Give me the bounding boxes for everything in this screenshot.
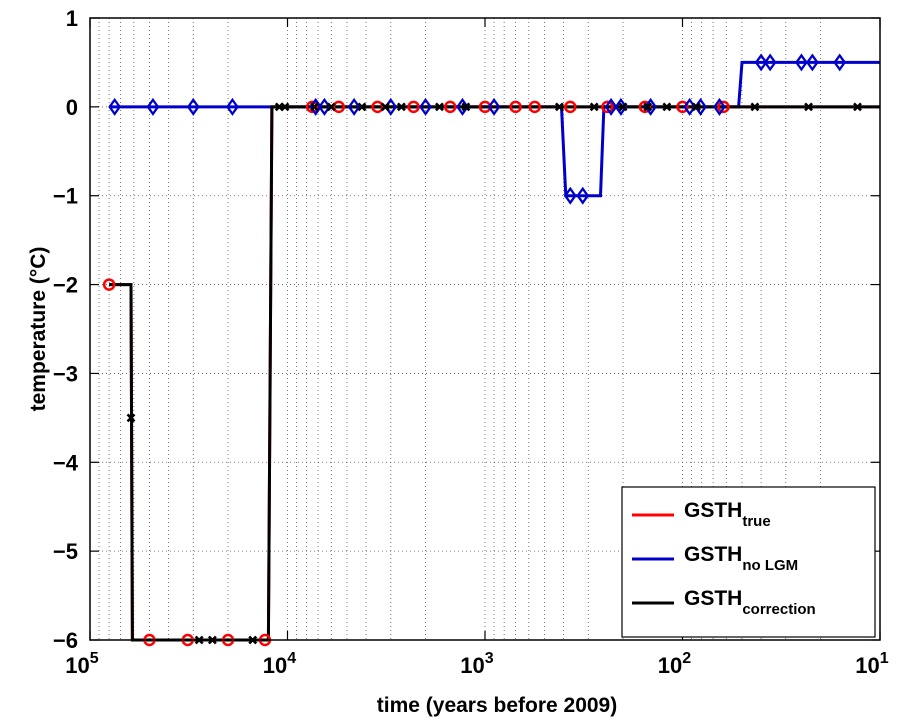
y-tick-label: −1 <box>53 184 78 209</box>
data-point-correction <box>804 102 813 112</box>
data-point-true <box>564 100 577 114</box>
data-point-true <box>528 100 541 114</box>
data-point-correction <box>461 102 471 112</box>
data-point-no-lgm <box>108 97 122 116</box>
data-point-correction <box>380 102 390 112</box>
data-point-correction <box>357 102 367 112</box>
data-point-true <box>332 100 346 114</box>
data-point-true <box>102 278 116 291</box>
data-point-correction <box>750 102 760 112</box>
data-point-no-lgm <box>604 97 618 116</box>
data-point-no-lgm <box>644 97 658 116</box>
y-tick-label: −4 <box>53 450 79 475</box>
data-point-correction <box>435 102 444 112</box>
data-point-correction <box>692 102 701 112</box>
legend-label-correction: GSTHcorrection <box>684 587 816 618</box>
x-tick-label: 102 <box>658 650 691 678</box>
data-point-correction <box>396 102 406 112</box>
data-point-true <box>676 100 689 114</box>
data-point-true <box>601 100 614 114</box>
y-axis-label: temperature (°C) <box>27 247 50 412</box>
data-point-correction <box>853 102 862 112</box>
data-point-no-lgm <box>576 186 590 205</box>
data-point-true <box>638 100 652 114</box>
data-point-no-lgm <box>186 97 200 116</box>
y-tick-label: −2 <box>53 273 78 298</box>
data-point-true <box>443 100 457 114</box>
data-point-no-lgm <box>487 97 501 116</box>
data-point-correction <box>326 102 336 112</box>
legend-label-no-lgm: GSTHno LGM <box>684 543 798 574</box>
data-point-true <box>305 100 319 114</box>
data-point-correction <box>589 102 599 112</box>
data-point-correction <box>618 102 628 112</box>
x-axis-label: time (years before 2009) <box>377 694 617 717</box>
data-point-no-lgm <box>146 97 160 116</box>
data-point-no-lgm <box>763 53 777 72</box>
y-tick-label: −3 <box>53 361 78 386</box>
x-tick-label: 105 <box>65 650 98 678</box>
legend-box <box>621 486 876 638</box>
data-point-no-lgm <box>563 186 577 205</box>
data-point-correction <box>662 102 672 112</box>
y-tick-label: −5 <box>53 539 78 564</box>
data-point-true <box>717 100 730 114</box>
data-point-true <box>407 100 420 114</box>
series-line-no-lgm <box>109 60 880 198</box>
y-tick-label: 0 <box>66 95 78 120</box>
data-point-correction <box>126 413 136 423</box>
y-tick-label: 1 <box>66 6 78 31</box>
x-tick-label: 103 <box>460 650 493 678</box>
data-point-no-lgm <box>754 53 768 72</box>
data-point-no-lgm <box>794 53 808 72</box>
data-point-no-lgm <box>347 97 361 116</box>
data-point-true <box>509 100 522 114</box>
x-tick-label: 104 <box>263 650 296 678</box>
data-point-correction <box>280 102 290 112</box>
data-point-no-lgm <box>805 53 819 72</box>
data-point-true <box>371 100 384 114</box>
y-tick-label: −6 <box>53 628 78 653</box>
data-point-correction <box>310 102 319 112</box>
x-tick-label: 101 <box>855 650 888 678</box>
data-point-no-lgm <box>226 97 239 116</box>
legend: GSTHtrue GSTHno LGM GSTHcorrection <box>621 486 876 638</box>
data-point-no-lgm <box>456 97 469 116</box>
data-point-no-lgm <box>833 53 847 72</box>
data-point-correction <box>643 102 653 112</box>
data-point-no-lgm <box>713 97 726 116</box>
data-point-correction <box>554 102 564 112</box>
data-point-no-lgm <box>419 97 432 116</box>
legend-label-true: GSTHtrue <box>684 499 771 530</box>
